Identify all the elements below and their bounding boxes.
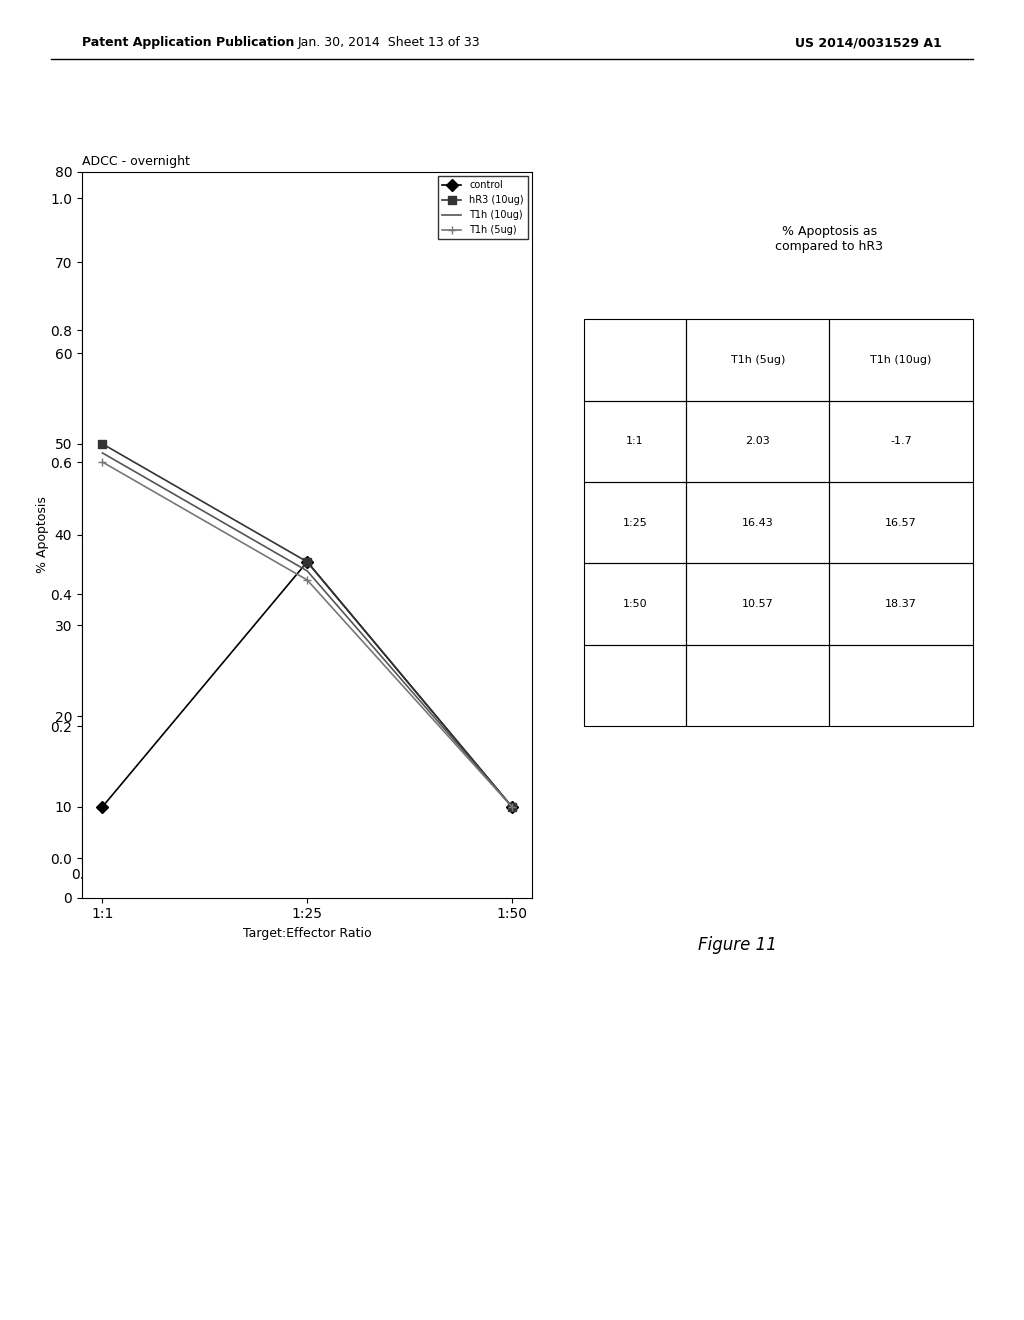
X-axis label: Target:Effector Ratio: Target:Effector Ratio [243, 927, 372, 940]
Legend: control, hR3 (10ug), T1h (10ug), T1h (5ug): control, hR3 (10ug), T1h (10ug), T1h (5u… [438, 177, 527, 239]
T1h (5ug) [301, 572, 313, 587]
T1h (10ug) [506, 799, 518, 814]
hR3 (10ug) [96, 436, 109, 451]
Bar [686, 644, 829, 726]
T1h (5ug) [506, 799, 518, 814]
Text: US 2014/0031529 A1: US 2014/0031529 A1 [796, 36, 942, 49]
Bar [686, 401, 829, 482]
control [506, 799, 518, 814]
Text: 2.03: 2.03 [745, 437, 770, 446]
Text: ADCC - overnight: ADCC - overnight [82, 154, 189, 168]
Text: 18.37: 18.37 [885, 599, 918, 609]
Line: T1h (5ug): T1h (5ug) [98, 458, 516, 810]
Text: Patent Application Publication: Patent Application Publication [82, 36, 294, 49]
Text: 1:25: 1:25 [623, 517, 647, 528]
Text: 16.43: 16.43 [741, 517, 774, 528]
hR3 (10ug) [506, 799, 518, 814]
Text: 1:50: 1:50 [623, 599, 647, 609]
Bar [584, 401, 686, 482]
Bar [584, 644, 686, 726]
Bar [829, 644, 973, 726]
hR3 (10ug) [301, 554, 313, 570]
T1h (10ug) [96, 445, 109, 461]
Bar [686, 482, 829, 564]
Text: -1.7: -1.7 [890, 437, 912, 446]
Bar [829, 564, 973, 644]
Text: 16.57: 16.57 [885, 517, 918, 528]
T1h (10ug) [301, 562, 313, 578]
Bar [686, 319, 829, 401]
Text: T1h (10ug): T1h (10ug) [870, 355, 932, 366]
Line: T1h (10ug): T1h (10ug) [102, 453, 512, 807]
Text: Jan. 30, 2014  Sheet 13 of 33: Jan. 30, 2014 Sheet 13 of 33 [298, 36, 480, 49]
Line: control: control [98, 557, 516, 810]
Bar [829, 482, 973, 564]
Text: T1h (5ug): T1h (5ug) [730, 355, 785, 366]
T1h (5ug) [96, 454, 109, 470]
Line: hR3 (10ug): hR3 (10ug) [98, 440, 516, 810]
Bar [686, 564, 829, 644]
Text: 1:1: 1:1 [626, 437, 644, 446]
control [301, 554, 313, 570]
Bar [829, 319, 973, 401]
Bar [584, 564, 686, 644]
Text: 10.57: 10.57 [741, 599, 774, 609]
Text: % Apoptosis as
compared to hR3: % Apoptosis as compared to hR3 [775, 224, 884, 253]
Bar [584, 482, 686, 564]
control [96, 799, 109, 814]
Text: Figure 11: Figure 11 [697, 936, 777, 954]
Bar [829, 401, 973, 482]
Bar [584, 319, 686, 401]
Y-axis label: % Apoptosis: % Apoptosis [36, 496, 49, 573]
